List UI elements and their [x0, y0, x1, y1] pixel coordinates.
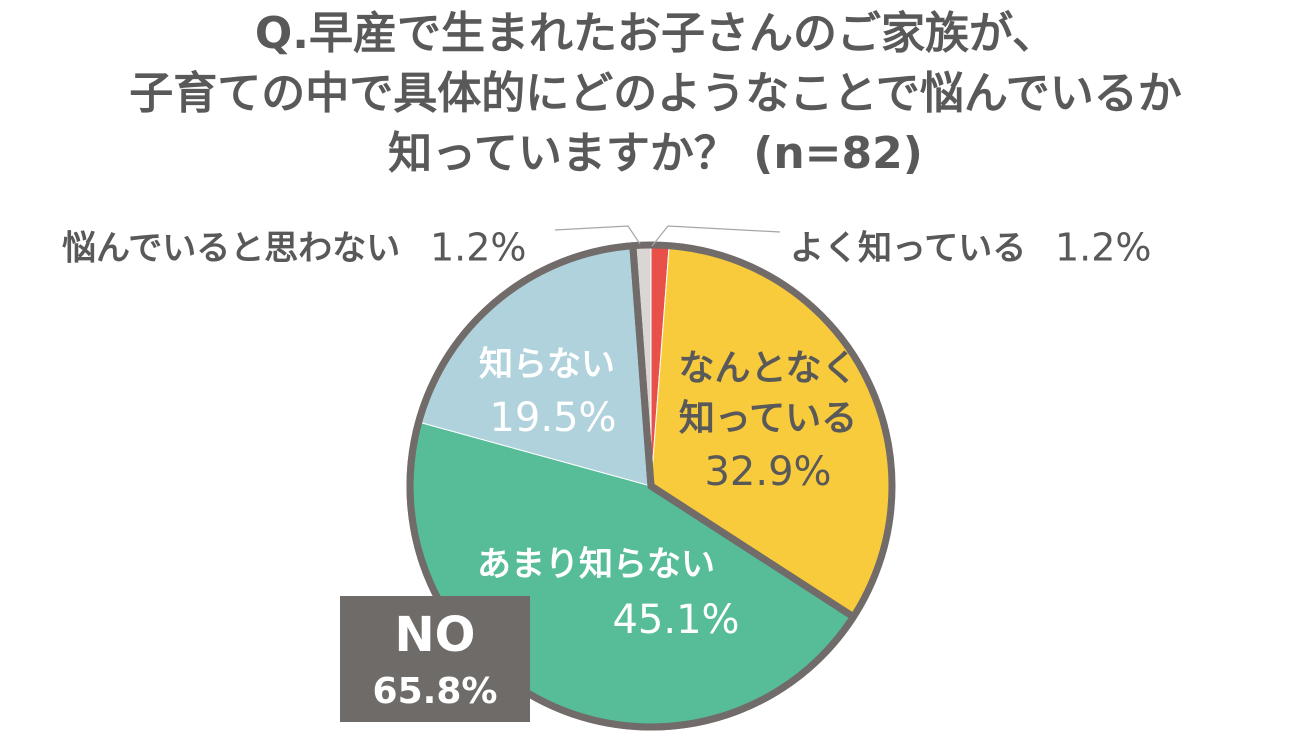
slice-2-label-line-1: なんとなく [679, 348, 858, 389]
chart-title-line-1: Q.早産で生まれたお子さんのご家族が、 [254, 8, 1057, 59]
slice-5-label-line-1: 悩んでいると思わない [62, 229, 400, 269]
no-group-badge: NO 65.8% [340, 596, 530, 722]
chart-title: Q.早産で生まれたお子さんのご家族が、 子育ての中で具体的にどのようなことで悩ん… [0, 4, 1311, 184]
slice-2-label-line-2: 知っている [679, 398, 857, 439]
slice-3-value-label: 45.1% [612, 597, 739, 643]
slice-4-value-label: 19.5% [489, 395, 616, 441]
slice-5-value-label: 1.2% [430, 226, 527, 270]
chart-title-line-2: 子育ての中で具体的にどのようなことで悩んでいるか [129, 68, 1182, 119]
slice-3-label-line-1: あまり知らない [477, 545, 715, 585]
slice-1-leader-line [651, 225, 781, 247]
pie-outer-ring [406, 241, 896, 731]
slice-1-value-label: 1.2% [1055, 226, 1152, 270]
chart-title-line-3: 知っていますか？ (n=82) [388, 128, 923, 179]
slice-5-leader-line [554, 225, 641, 245]
slice-2-value-label: 32.9% [704, 449, 831, 495]
no-group-radial-edges [629, 245, 856, 620]
no-group-label: NO [394, 607, 476, 663]
slice-4-label-line-1: 知らない [479, 345, 615, 385]
slice-1-label-line-1: よく知っている [790, 229, 1026, 269]
no-group-value: 65.8% [372, 671, 498, 712]
